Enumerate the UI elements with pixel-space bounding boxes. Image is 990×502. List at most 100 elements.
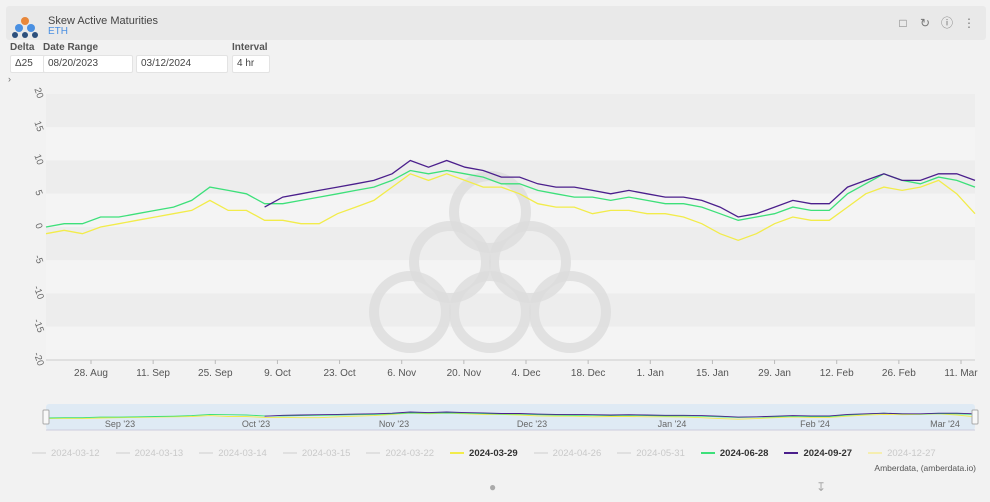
legend-label: 2024-05-31 <box>636 447 685 459</box>
navigator-tick-label: Jan '24 <box>658 419 687 429</box>
info-icon[interactable]: ⓘ <box>940 16 953 30</box>
date-range-label: Date Range <box>43 42 99 53</box>
x-tick-label: 26. Feb <box>882 368 916 379</box>
x-tick-label: 29. Jan <box>758 368 791 379</box>
navigator-series-2024-06-28 <box>45 412 976 419</box>
x-tick-label: 23. Oct <box>323 368 355 379</box>
y-tick-label: -20 <box>31 351 46 368</box>
legend-label: 2024-03-29 <box>469 447 518 459</box>
panel-subtitle: ETH <box>48 26 68 37</box>
legend-label: 2024-03-15 <box>301 447 351 459</box>
navigator-series-2024-03-29 <box>45 412 976 420</box>
refresh-icon[interactable]: ↻ <box>919 16 931 30</box>
x-tick-label: 12. Feb <box>820 368 854 379</box>
navigator-tick-label: Oct '23 <box>242 419 270 429</box>
x-tick-label: 11. Mar <box>944 368 978 379</box>
plot-band <box>46 293 975 327</box>
x-tick-label: 28. Aug <box>74 368 108 379</box>
legend-item-2024-03-14[interactable]: 2024-03-14 <box>199 446 267 460</box>
delta-label: Delta <box>10 42 35 53</box>
date-start-input[interactable]: 08/20/2023 <box>43 55 133 73</box>
navigator-window <box>46 404 975 430</box>
x-tick-label: 25. Sep <box>198 368 233 379</box>
legend-swatch <box>533 452 548 454</box>
y-tick-label: 5 <box>32 189 44 198</box>
download-icon[interactable]: ↧ <box>816 480 827 494</box>
legend-item-2024-05-31[interactable]: 2024-05-31 <box>617 446 685 460</box>
credit-text: Amberdata, (amberdata.io) <box>874 463 976 473</box>
navigator-tick-label: Nov '23 <box>379 419 409 429</box>
interval-select[interactable]: 4 hr <box>232 55 270 73</box>
y-tick-label: 15 <box>31 120 45 134</box>
x-tick-label: 18. Dec <box>571 368 605 379</box>
y-tick-label: -15 <box>31 318 46 335</box>
camera-icon[interactable]: ● <box>489 480 497 494</box>
legend-swatch <box>868 452 883 454</box>
x-tick-label: 15. Jan <box>696 368 729 379</box>
legend-swatch <box>617 452 632 454</box>
legend-swatch <box>199 452 214 454</box>
navigator-tick-label: Feb '24 <box>800 419 830 429</box>
series-line-2024-03-29 <box>45 173 976 241</box>
panel-title: Skew Active Maturities <box>48 15 159 27</box>
legend-item-2024-03-15[interactable]: 2024-03-15 <box>282 446 351 460</box>
header-actions: □ ↻ ⓘ ⋮ <box>896 16 976 30</box>
date-end-input[interactable]: 03/12/2024 <box>136 55 228 73</box>
legend-label: 2024-12-27 <box>887 447 936 459</box>
legend-swatch <box>115 452 130 454</box>
legend-swatch <box>282 452 297 454</box>
amberdata-logo-icon <box>12 17 38 38</box>
legend-label: 2024-03-12 <box>51 447 100 459</box>
y-tick-label: 20 <box>31 86 45 100</box>
bookmark-icon[interactable]: □ <box>899 16 907 30</box>
navigator-series-2024-09-27 <box>264 411 976 418</box>
watermark-ring <box>529 271 611 353</box>
navigator-handle-right[interactable] <box>971 409 979 425</box>
series-line-2024-09-27 <box>264 159 976 218</box>
legend-label: 2024-04-26 <box>552 447 602 459</box>
x-tick-label: 20. Nov <box>447 368 481 379</box>
skew-chart: 20 15 10 5 0 -5 -10 -15 -20 28. Aug 11. Sep 25. Sep… <box>31 86 979 431</box>
legend-label: 2024-03-22 <box>385 447 435 459</box>
legend-swatch <box>784 452 799 454</box>
legend-item-2024-09-27[interactable]: 2024-09-27 <box>784 446 852 460</box>
watermark-ring <box>449 171 531 253</box>
y-tick-label: 0 <box>32 222 44 231</box>
x-tick-label: 6. Nov <box>387 368 416 379</box>
legend-item-2024-12-27[interactable]: 2024-12-27 <box>868 446 936 460</box>
legend-item-2024-06-28[interactable]: 2024-06-28 <box>700 446 769 460</box>
legend-label: 2024-06-28 <box>719 447 769 459</box>
navigator-tick-label: Dec '23 <box>517 419 547 429</box>
more-icon[interactable]: ⋮ <box>963 16 975 30</box>
plot-band <box>46 94 975 128</box>
y-tick-label: -5 <box>32 254 45 266</box>
navigator-tick-label: Sep '23 <box>105 419 135 429</box>
collapse-caret-icon[interactable]: › <box>8 74 11 84</box>
y-tick-label: -10 <box>31 284 46 301</box>
x-tick-label: 9. Oct <box>264 368 291 379</box>
legend-item-2024-04-26[interactable]: 2024-04-26 <box>533 446 602 460</box>
legend-swatch <box>700 452 715 454</box>
legend-label: 2024-03-14 <box>218 447 267 459</box>
legend-label: 2024-09-27 <box>803 447 853 459</box>
watermark-ring <box>449 271 531 353</box>
watermark-ring <box>369 271 451 353</box>
plot-band <box>46 127 975 161</box>
legend-item-2024-03-22[interactable]: 2024-03-22 <box>366 446 434 460</box>
legend-item-2024-03-12[interactable]: 2024-03-12 <box>32 446 100 460</box>
legend: 2024-03-12 2024-03-13 2024-03-14 2024-03-15… <box>32 446 972 460</box>
navigator-tick-label: Mar '24 <box>930 419 960 429</box>
legend-swatch <box>32 452 46 454</box>
y-tick-label: 10 <box>31 153 45 167</box>
legend-item-2024-03-29[interactable]: 2024-03-29 <box>450 446 518 460</box>
navigator-handle-left[interactable] <box>42 409 50 425</box>
legend-label: 2024-03-13 <box>134 447 184 459</box>
watermark-ring <box>409 221 491 303</box>
legend-item-2024-03-13[interactable]: 2024-03-13 <box>115 446 184 460</box>
legend-swatch <box>366 452 381 454</box>
watermark-ring <box>489 221 571 303</box>
x-tick-label: 1. Jan <box>637 368 664 379</box>
interval-label: Interval <box>232 42 268 53</box>
series-line-2024-06-28 <box>45 169 976 228</box>
